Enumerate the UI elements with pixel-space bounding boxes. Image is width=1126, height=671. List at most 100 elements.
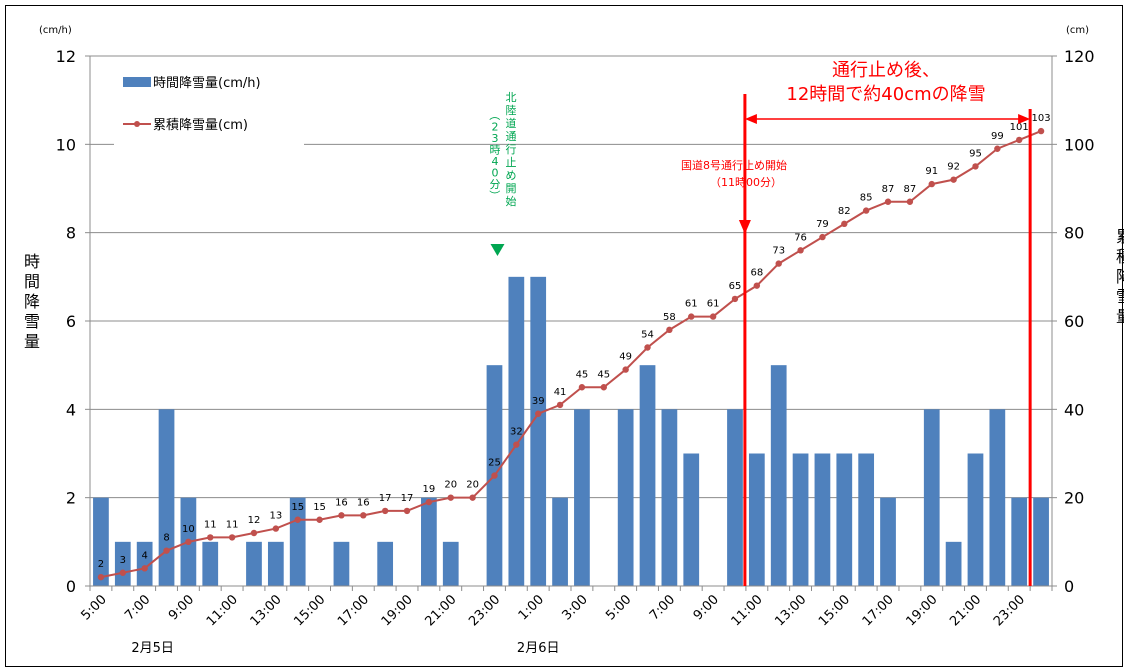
hokuriku-char: 北	[506, 91, 517, 104]
data-label-35: 85	[860, 193, 873, 204]
data-label-24: 49	[619, 352, 632, 363]
line-point-33	[819, 233, 826, 241]
data-label-14: 17	[401, 493, 414, 504]
data-label-17: 20	[466, 480, 479, 491]
line-point-27	[688, 313, 695, 320]
period-span-arrow-right	[1018, 114, 1031, 124]
right-tick-label: 60	[1064, 312, 1084, 331]
line-point-18	[491, 472, 498, 479]
x-tick-label: 9:00	[166, 592, 197, 623]
right-tick-label: 80	[1064, 224, 1084, 243]
line-series	[97, 127, 1045, 581]
line-point-39	[950, 176, 957, 183]
x-tick-label: 17:00	[860, 592, 897, 629]
line-point-42	[1016, 136, 1023, 144]
x-tick-label: 19:00	[379, 592, 416, 629]
x-tick-label: 23:00	[466, 592, 503, 629]
data-label-28: 61	[707, 299, 720, 310]
left-axis-title: 時間降雪量	[24, 252, 40, 351]
line-point-24	[622, 366, 629, 373]
bar-39	[945, 541, 962, 586]
line-point-19	[513, 441, 520, 448]
data-label-22: 45	[576, 369, 589, 380]
data-label-0: 2	[98, 559, 104, 570]
date-label-1: 2月5日	[131, 641, 174, 656]
bar-3	[158, 409, 175, 586]
bar-2	[136, 541, 153, 586]
hokuriku-char: 止	[506, 156, 517, 169]
line-point-13	[381, 507, 389, 515]
line-point-37	[906, 198, 914, 205]
data-label-16: 20	[444, 480, 457, 491]
left-tick-label: 2	[66, 489, 76, 508]
bar-11	[333, 541, 350, 586]
x-tick-label: 21:00	[422, 592, 459, 629]
bar-25	[639, 365, 656, 586]
bar-36	[880, 497, 896, 586]
after-closure-label-line2: 12時間で約40cmの降雪	[786, 84, 985, 105]
data-label-33: 79	[816, 219, 829, 230]
right-tick-label: 100	[1064, 135, 1095, 154]
hokuriku-time-char: 3	[492, 132, 499, 145]
hokuriku-char: 始	[506, 194, 517, 208]
line-point-12	[360, 512, 367, 519]
hokuriku-char: 行	[506, 143, 517, 156]
bar-29	[727, 409, 743, 586]
bar-33	[814, 453, 831, 586]
data-label-20: 39	[532, 396, 545, 407]
x-tick-label: 9:00	[691, 592, 722, 623]
bar-41	[989, 409, 1006, 586]
x-tick-label: 11:00	[729, 592, 766, 629]
bar-8	[267, 541, 284, 586]
line-point-38	[928, 180, 935, 188]
data-label-2: 4	[141, 550, 147, 561]
legend-line-marker	[134, 121, 140, 127]
bar-19	[508, 276, 525, 586]
bar-7	[246, 541, 262, 586]
right-tick-label: 40	[1064, 400, 1084, 419]
bar-40	[967, 453, 984, 586]
hokuriku-time-char: 分	[490, 178, 501, 191]
x-tick-label: 19:00	[903, 592, 940, 629]
bar-13	[377, 541, 394, 586]
line-point-0	[97, 573, 105, 581]
line-point-32	[797, 247, 804, 254]
hokuriku-closure-marker	[490, 244, 505, 256]
line-point-14	[403, 507, 411, 515]
bar-1	[114, 541, 131, 586]
x-tick-label: 3:00	[560, 592, 591, 623]
data-label-30: 68	[750, 268, 763, 279]
line-point-3	[163, 547, 170, 554]
line-point-15	[425, 498, 433, 506]
data-label-15: 19	[423, 484, 436, 495]
x-tick-label: 13:00	[772, 592, 809, 629]
bar-15	[421, 497, 437, 586]
bar-34	[836, 453, 853, 586]
data-label-19: 32	[510, 427, 523, 438]
x-tick-label: 15:00	[291, 592, 328, 629]
bar-35	[858, 453, 875, 586]
bar-38	[923, 409, 940, 586]
line-point-20	[535, 410, 542, 417]
hokuriku-time-char: 時	[490, 144, 501, 157]
x-tick-label: 17:00	[335, 592, 372, 629]
data-label-26: 58	[663, 312, 676, 323]
data-label-31: 73	[772, 246, 785, 257]
line-point-17	[469, 494, 476, 501]
line-point-8	[272, 525, 280, 532]
x-tick-label: 13:00	[248, 592, 285, 629]
data-label-18: 25	[488, 458, 501, 469]
line-point-30	[753, 282, 761, 289]
data-label-43: 103	[1032, 113, 1051, 124]
hokuriku-char: 道	[506, 116, 517, 130]
line-point-9	[294, 516, 301, 523]
line-point-36	[884, 198, 892, 205]
hokuriku-char: め	[506, 169, 517, 182]
legend-bar-label: 時間降雪量(cm/h)	[153, 76, 261, 91]
bar-0	[93, 497, 109, 586]
line-point-25	[644, 344, 651, 351]
x-tick-label: 15:00	[816, 592, 853, 629]
